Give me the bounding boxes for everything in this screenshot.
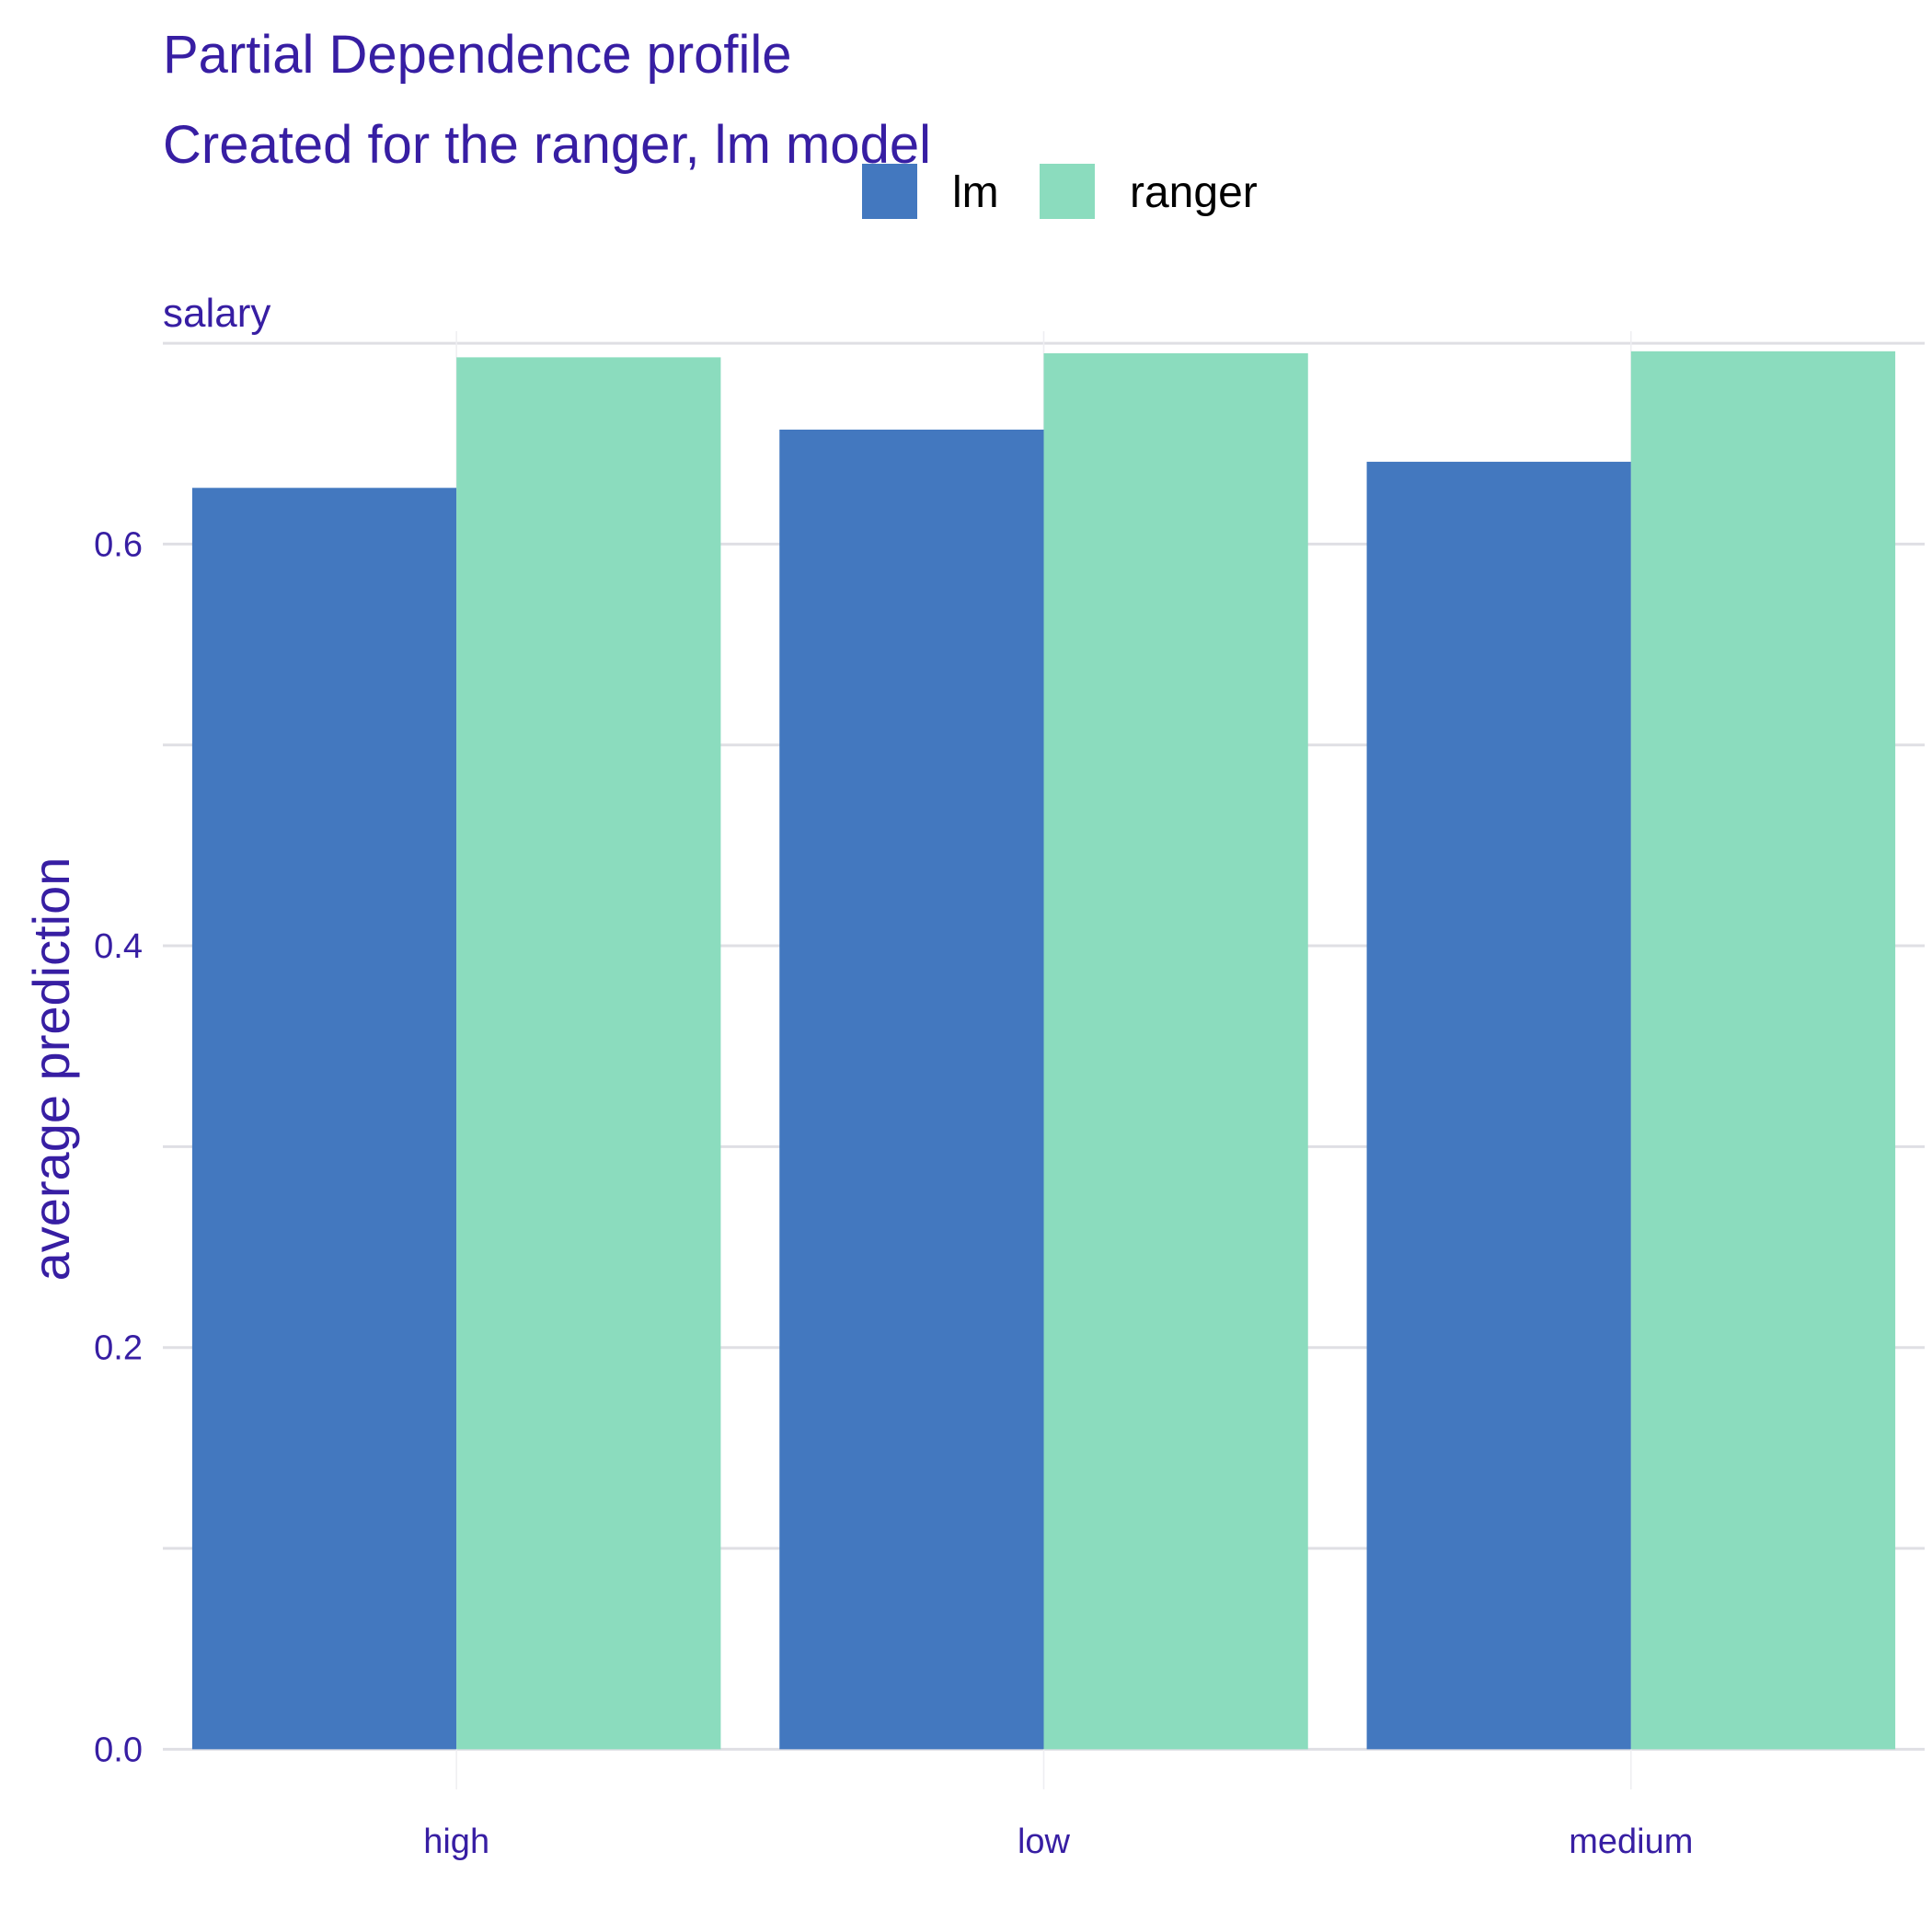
bar-ranger-medium	[1630, 351, 1896, 1750]
y-axis-title: average prediction	[22, 857, 80, 1282]
legend: lm ranger	[862, 164, 1258, 219]
facet-strip-label: salary	[163, 291, 270, 336]
bar-ranger-high	[456, 357, 721, 1750]
legend-label-ranger: ranger	[1130, 168, 1258, 217]
y-tick-label: 0.0	[94, 1731, 143, 1769]
y-axis-ticks: 0.0 0.2 0.4 0.6	[94, 525, 143, 1769]
chart-title: Partial Dependence profile	[163, 25, 792, 85]
x-axis-ticks: high low medium	[423, 1823, 1693, 1861]
y-tick-label: 0.2	[94, 1329, 143, 1368]
legend-label-lm: lm	[952, 168, 999, 217]
bar-lm-high	[191, 488, 457, 1750]
chart-subtitle: Created for the ranger, lm model	[163, 115, 931, 175]
legend-key-lm	[862, 164, 917, 219]
bar-lm-low	[779, 429, 1044, 1750]
x-tick-label: medium	[1569, 1823, 1693, 1861]
bars	[191, 351, 1896, 1750]
x-tick-label: low	[1018, 1823, 1071, 1861]
x-tick-label: high	[423, 1823, 489, 1861]
y-tick-label: 0.4	[94, 927, 143, 966]
bar-ranger-low	[1043, 353, 1308, 1750]
bar-lm-medium	[1366, 461, 1631, 1750]
legend-key-ranger	[1040, 164, 1095, 219]
y-tick-label: 0.6	[94, 525, 143, 564]
